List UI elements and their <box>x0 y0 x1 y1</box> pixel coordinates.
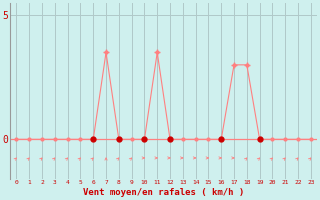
X-axis label: Vent moyen/en rafales ( km/h ): Vent moyen/en rafales ( km/h ) <box>83 188 244 197</box>
